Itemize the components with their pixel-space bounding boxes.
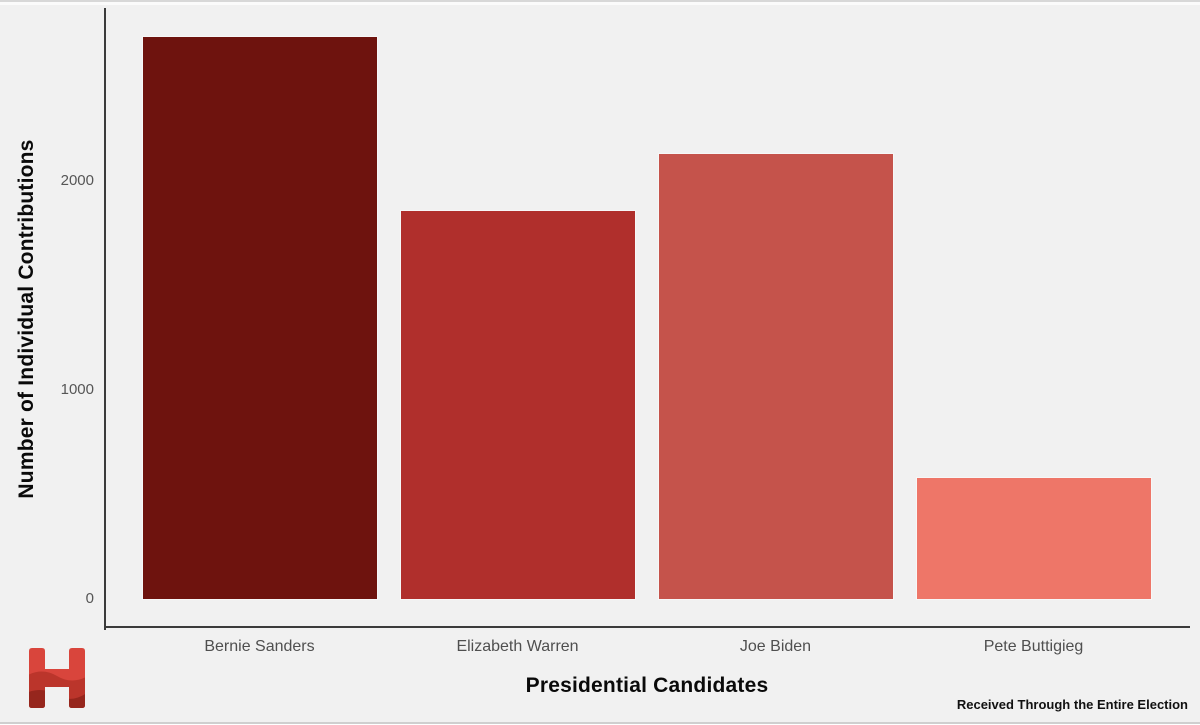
y-tick-label-0: 0 [85, 590, 94, 607]
x-tick-label-pete-buttigieg: Pete Buttigieg [983, 638, 1084, 655]
window-top-edge [0, 0, 1200, 5]
y-axis-title: Number of Individual Contributions [15, 139, 38, 499]
y-tick-label-1000: 1000 [60, 381, 94, 398]
h-logo-icon [29, 648, 85, 708]
window-bottom-edge [0, 721, 1200, 725]
bar-bernie-sanders [142, 36, 377, 599]
x-axis-title: Presidential Candidates [525, 674, 769, 697]
x-tick-label-elizabeth-warren: Elizabeth Warren [456, 638, 579, 655]
y-axis-line [104, 8, 106, 630]
bar-elizabeth-warren [400, 211, 635, 599]
x-tick-label-joe-biden: Joe Biden [739, 638, 812, 655]
chart-caption: Received Through the Entire Election [956, 697, 1188, 712]
bar-joe-biden [658, 153, 893, 599]
bar-pete-buttigieg [916, 477, 1151, 599]
x-axis-line [104, 626, 1190, 628]
x-tick-label-bernie-sanders: Bernie Sanders [204, 638, 315, 655]
y-tick-label-2000: 2000 [60, 172, 94, 189]
